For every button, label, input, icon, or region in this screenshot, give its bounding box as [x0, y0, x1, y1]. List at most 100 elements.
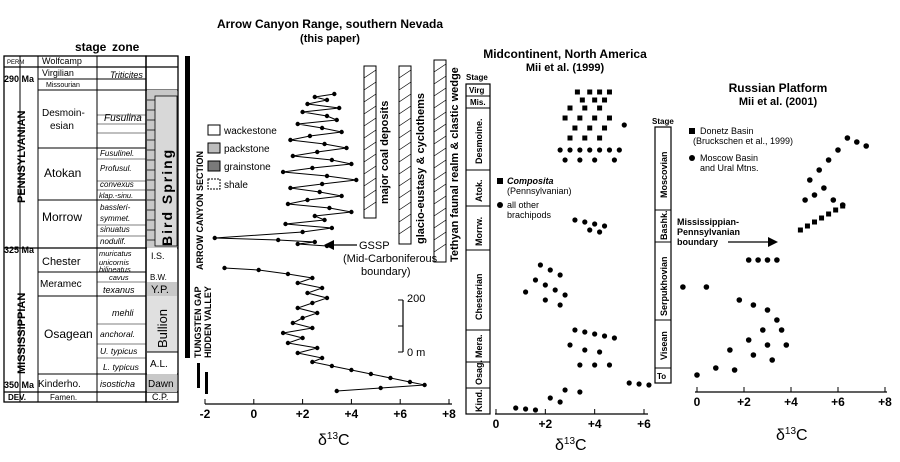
- rus-moscow-point: [854, 139, 860, 145]
- mid-stage-chesterian: Chesterian: [474, 273, 484, 320]
- zone-bassleri: bassleri-: [100, 203, 131, 212]
- mid-brachiopod-point: [537, 262, 544, 268]
- arrow-title: Arrow Canyon Range, southern Nevada: [217, 17, 443, 31]
- arrow-data-point: [354, 177, 359, 183]
- mid-x-tick-label: +4: [588, 417, 602, 431]
- stage-atokan: Atokan: [44, 166, 81, 180]
- stage-famennian: Famen.: [50, 393, 77, 402]
- mid-brachiopod-point: [562, 157, 568, 163]
- zone-u-typicus: U. typicus: [100, 346, 138, 356]
- arrow-data-point: [280, 169, 286, 175]
- arrow-data-point: [283, 221, 288, 227]
- mid-legend-dot: [497, 202, 503, 208]
- mid-x-axis: 0 +2 +4 +6: [493, 409, 651, 431]
- mid-brachiopod-point: [567, 342, 573, 348]
- rus-moscow-point: [811, 192, 818, 198]
- stage-virgilian: Virgilian: [42, 68, 74, 78]
- arrow-data-point: [305, 290, 310, 296]
- rus-moscow-point: [727, 347, 733, 353]
- rus-x-tick-label: +8: [878, 395, 892, 409]
- tethyan-label: Tethyan faunal realm & clastic wedge: [449, 67, 461, 262]
- formation-yp: Y.P.: [151, 284, 169, 296]
- hidden-valley-bar: [205, 372, 208, 394]
- rus-moscow-point: [764, 342, 771, 348]
- mid-legend-composita-2: (Pennsylvanian): [507, 186, 572, 196]
- arrow-x-label: δ13C: [318, 431, 350, 449]
- mid-brachiopod-point: [592, 157, 598, 163]
- mid-brachiopod-point: [557, 272, 563, 278]
- mid-composita-point: [582, 105, 588, 111]
- age-350: 350 Ma: [4, 380, 35, 390]
- depth-scale-bar: 200 0 m: [398, 293, 425, 359]
- arrow-data-point: [310, 165, 315, 171]
- glacio-box: glacio-eustasy & cyclothems: [398, 65, 427, 245]
- arrow-data-point: [285, 271, 291, 277]
- mid-legend-composita: Composita: [507, 176, 554, 186]
- arrow-data-point: [312, 239, 317, 245]
- mid-brachiopod-point: [572, 327, 578, 333]
- rus-stage-to: To: [657, 372, 666, 381]
- mid-brachiopod-point: [557, 399, 563, 405]
- mid-brachiopod-point: [582, 219, 588, 225]
- delta-carbon: C: [338, 432, 350, 449]
- arrow-canyon-section-bar: [185, 56, 190, 358]
- period-perm: PERM: [7, 60, 24, 66]
- rus-moscow-point: [694, 372, 700, 378]
- mid-brachiopod-point: [621, 122, 627, 128]
- mid-composita-point: [592, 97, 598, 103]
- mid-composita-point: [572, 125, 578, 131]
- mid-brachiopod-point: [601, 333, 608, 339]
- tethyan-box: Tethyan faunal realm & clastic wedge: [433, 59, 461, 263]
- arrow-data-point: [337, 105, 342, 111]
- delta-carbon: C: [575, 437, 587, 454]
- mid-composita-point: [606, 89, 612, 95]
- mid-brachiopod-point: [616, 147, 622, 153]
- mid-stage-morrw: Morrw.: [474, 217, 484, 246]
- mid-legend-square: [497, 178, 503, 184]
- rus-subtitle: Mii et al. (2001): [739, 96, 818, 108]
- rus-boundary-label-2: Pennsylvanian: [677, 227, 740, 237]
- rus-donetz-point: [812, 219, 817, 225]
- coal-box: major coal deposits: [363, 65, 391, 219]
- rus-x-label-text: δ: [776, 427, 785, 444]
- mid-brachiopod-point: [562, 387, 568, 393]
- rus-series: [680, 135, 869, 378]
- arrow-data-point: [276, 237, 281, 243]
- rus-moscow-point: [863, 143, 869, 149]
- arrow-data-point: [319, 125, 325, 131]
- mid-composita-point: [602, 97, 608, 103]
- mid-brachiopod-point: [513, 405, 519, 411]
- formation-cp: C.P.: [152, 392, 168, 402]
- rus-moscow-point: [745, 337, 752, 343]
- arrow-series: [212, 91, 427, 394]
- arrow-data-point: [212, 235, 217, 241]
- arrow-data-point: [422, 382, 427, 388]
- legend-shale: shale: [224, 180, 248, 191]
- stage-morrow: Morrow: [42, 210, 82, 224]
- rus-moscow-point: [703, 284, 710, 290]
- mid-brachiopod-point: [582, 347, 588, 353]
- rus-moscow-point: [816, 167, 822, 173]
- rus-legend-moscow-2: and Ural Mtns.: [700, 163, 759, 173]
- rus-moscow-point: [680, 284, 686, 290]
- arrow-legend: wackestone packstone grainstone shale: [207, 124, 277, 191]
- mid-stage-osag: Osag.: [474, 360, 484, 385]
- stage-missourian: Missourian: [46, 82, 80, 89]
- mid-brachiopod-point: [547, 395, 553, 401]
- mid-composita-point: [597, 105, 603, 111]
- mid-brachiopod-point: [523, 289, 529, 295]
- arrow-data-point: [349, 209, 354, 215]
- rus-legend-moscow: Moscow Basin: [700, 153, 758, 163]
- mid-brachiopod-point: [582, 329, 588, 335]
- mid-brachiopod-point: [611, 157, 618, 163]
- arrow-data-point: [388, 375, 393, 381]
- arrow-data-point: [310, 300, 315, 306]
- stage-desmoinesian-2: esian: [50, 121, 74, 132]
- stage-osagean: Osagean: [44, 327, 93, 341]
- arrow-data-point: [319, 181, 325, 187]
- legend-swatch-grainstone: [207, 160, 221, 172]
- mid-brachiopod-point: [587, 147, 593, 153]
- zone-muricatus: muricatus: [99, 249, 132, 258]
- mid-brachiopod-point: [587, 227, 593, 233]
